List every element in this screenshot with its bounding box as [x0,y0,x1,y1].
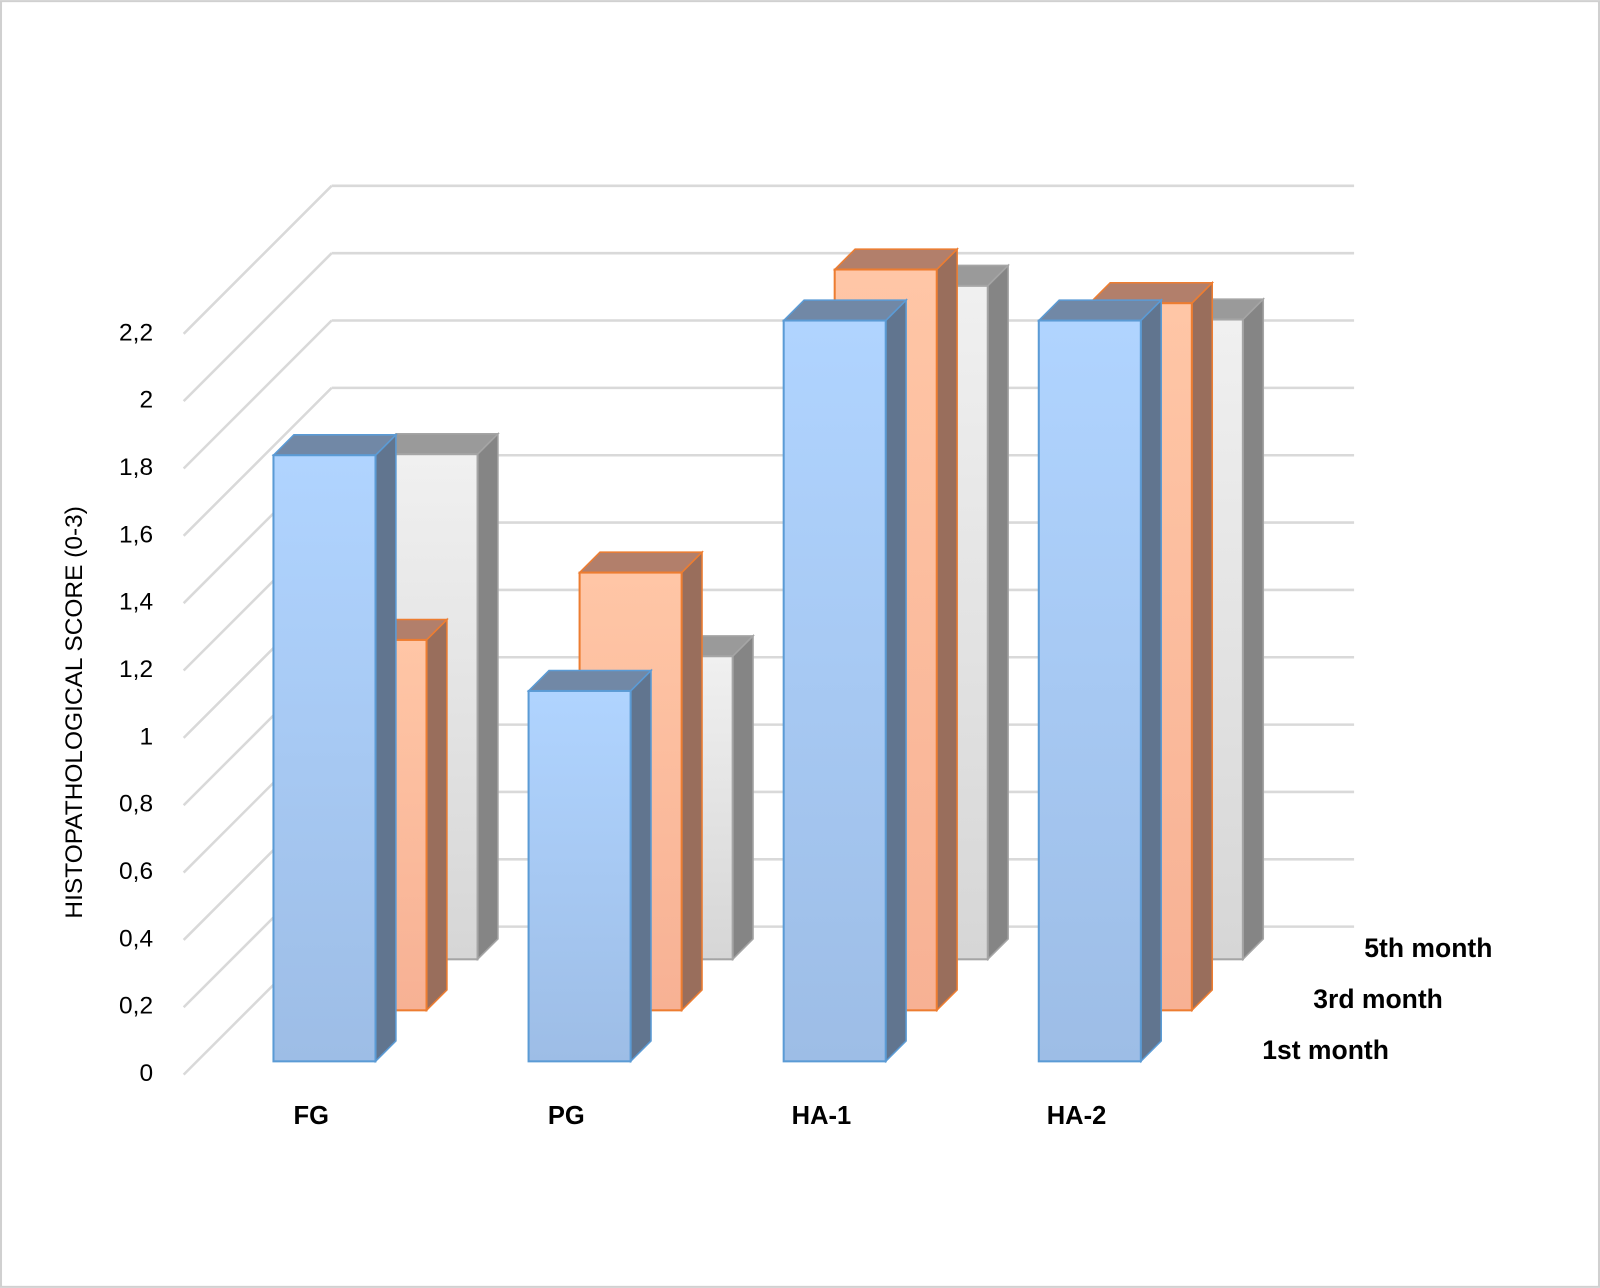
x-tick-label: HA-2 [1047,1102,1107,1130]
bar [1037,319,1142,1063]
bar-side [629,668,652,1064]
y-tick-label: 0,4 [119,925,153,952]
bar-side [731,633,754,962]
bar-side [884,298,907,1064]
bar-side [374,432,397,1064]
y-tick-label: 0,2 [119,993,153,1020]
y-tick-label: 1,8 [119,454,153,481]
x-tick-label: PG [548,1102,585,1130]
bar-top [832,248,959,271]
y-tick-label: 1 [139,723,153,750]
y-tick-label: 1,2 [119,656,153,683]
bar-side [680,550,703,1013]
x-tick-label: FG [294,1102,329,1130]
bar-side [1191,280,1214,1013]
y-tick-label: 1,6 [119,521,153,548]
bar-side [986,263,1009,962]
y-tick-label: 0 [139,1060,153,1087]
bar-top [781,299,908,322]
x-tick-label: HA-1 [792,1102,852,1130]
grid-line [182,386,333,537]
grid-line [182,184,333,335]
y-tick-label: 1,4 [119,589,153,616]
bar-top [271,434,398,456]
y-tick-label: 0,6 [119,858,153,885]
bar [782,319,887,1063]
bar-side [935,247,958,1013]
series-label: 5th month [1364,933,1492,963]
bar [527,689,632,1063]
bar-top [526,669,653,692]
y-tick-label: 2,2 [119,319,153,346]
bar-top [1036,299,1164,322]
grid-line [182,319,333,470]
grid-line [182,252,333,403]
bar-top [577,551,704,574]
y-tick-label: 2 [139,387,153,414]
y-axis-label: HISTOPATHOLOGICAL SCORE (0-3) [61,506,88,918]
series-label: 3rd month [1313,984,1443,1014]
bar [272,454,377,1063]
bar-side [1242,297,1265,962]
y-tick-label: 0,8 [119,791,153,818]
bar-side [425,617,448,1013]
series-label: 1st month [1262,1035,1389,1065]
bar-side [476,431,499,962]
bar-side [1140,298,1162,1064]
